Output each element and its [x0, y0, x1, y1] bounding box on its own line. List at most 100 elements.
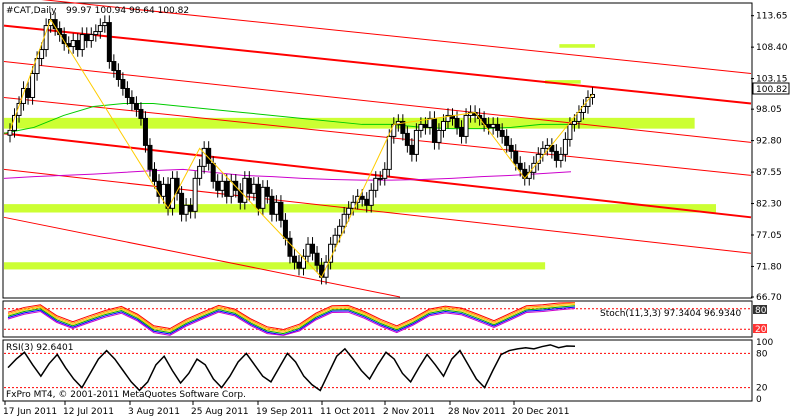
candle-body [106, 22, 112, 63]
stoch-line-2 [7, 303, 576, 333]
candle-body [273, 201, 279, 215]
y-tick-label: 98.05 [756, 105, 782, 115]
candle-body [409, 144, 415, 155]
y-tick-label: 113.65 [756, 12, 788, 22]
candle-body [156, 180, 162, 197]
candle-body [580, 105, 586, 113]
price-badge-box [752, 82, 790, 95]
candle-body [278, 201, 284, 221]
candle-body [481, 117, 487, 125]
candle-body [463, 114, 469, 137]
stoch-badge-80: 80 [755, 306, 767, 316]
candle-body [255, 183, 261, 209]
y-tick-label: 71.80 [756, 262, 782, 272]
candle-body [558, 153, 564, 161]
channel-line-2 [3, 61, 752, 143]
candle-body [499, 129, 505, 137]
candle-body [75, 40, 81, 51]
y-tick-label: 77.05 [756, 231, 782, 241]
candle-body [468, 111, 474, 116]
y-tick-label: 108.40 [756, 43, 788, 53]
candle-body [355, 195, 361, 203]
candle-body [287, 237, 293, 257]
price-badge: 100.82 [756, 85, 788, 95]
candle-body [413, 129, 419, 155]
candle-body [431, 117, 437, 143]
candle-body [445, 114, 451, 122]
candle-body [364, 198, 370, 206]
candle-body [400, 120, 406, 134]
stoch-values: Stoch(11,3,3) 97.3404 96.9340 [600, 309, 741, 319]
main-panel-frame [2, 2, 753, 299]
candle-body [147, 144, 153, 170]
channel-line-5 [3, 168, 752, 254]
candle-body [84, 34, 90, 42]
x-tick-label: 25 Aug 2011 [191, 407, 249, 417]
candle-body [251, 183, 257, 194]
candle-body [219, 180, 225, 191]
candle-body [133, 102, 139, 110]
candle-body [260, 186, 266, 209]
candle-body [404, 132, 410, 146]
stoch-line-3 [7, 305, 576, 335]
candle-body [377, 177, 383, 180]
ma-green-line [3, 102, 571, 134]
candle-body [111, 61, 117, 72]
channel-line-1 [3, 24, 752, 105]
candle-body [296, 261, 302, 269]
candle-body [395, 120, 401, 125]
candle-body [39, 49, 45, 60]
x-tick-label: 3 Aug 2011 [128, 407, 180, 417]
candle-body [174, 177, 180, 194]
candle-body [88, 34, 94, 42]
candle-body [102, 22, 108, 27]
support-zone-4 [559, 44, 595, 48]
candle-body [197, 165, 203, 179]
candle-body [282, 219, 288, 239]
candle-body [16, 102, 22, 116]
candle-body [129, 96, 135, 104]
candle-body [386, 135, 392, 170]
candle-body [170, 177, 176, 209]
y-tick-label: 87.55 [756, 168, 782, 178]
stoch-line-4 [7, 306, 576, 336]
candle-body [310, 243, 316, 254]
candle-body [21, 87, 27, 104]
candle-body [25, 87, 31, 98]
candle-body [291, 255, 297, 263]
rsi-panel-frame [2, 339, 753, 402]
x-tick-label: 28 Nov 2011 [448, 407, 506, 417]
rsi-tick-label: 0 [756, 395, 762, 405]
candle-body [93, 31, 99, 36]
candle-body [138, 108, 144, 119]
support-zone-1 [4, 204, 716, 213]
candle-body [192, 177, 198, 212]
candle-body [418, 123, 424, 131]
candle-body [151, 168, 157, 182]
symbol-label: #CAT,Daily [6, 6, 57, 16]
candle-body [571, 120, 577, 125]
candle-body [368, 189, 374, 206]
candle-body [161, 183, 167, 197]
stoch-line-1 [7, 302, 576, 332]
candle-body [427, 117, 433, 128]
candle-body [246, 177, 252, 194]
candle-body [495, 123, 501, 131]
candle-body [567, 123, 573, 140]
x-tick-label: 2 Nov 2011 [383, 407, 435, 417]
candle-body [517, 162, 523, 170]
candle-body [504, 135, 510, 146]
candle-body [210, 162, 216, 182]
candle-body [436, 129, 442, 143]
candle-body [553, 150, 559, 161]
support-zone-2 [4, 262, 546, 270]
candle-body [215, 180, 221, 191]
candle-body [346, 207, 352, 215]
rsi-tick-label: 100 [756, 338, 773, 348]
candle-body [508, 144, 514, 152]
candle-body [183, 204, 189, 215]
ohlc-values: 99.97 100.94 98.64 100.82 [66, 6, 189, 16]
candle-body [201, 147, 207, 167]
ma-magenta-line [3, 168, 572, 181]
